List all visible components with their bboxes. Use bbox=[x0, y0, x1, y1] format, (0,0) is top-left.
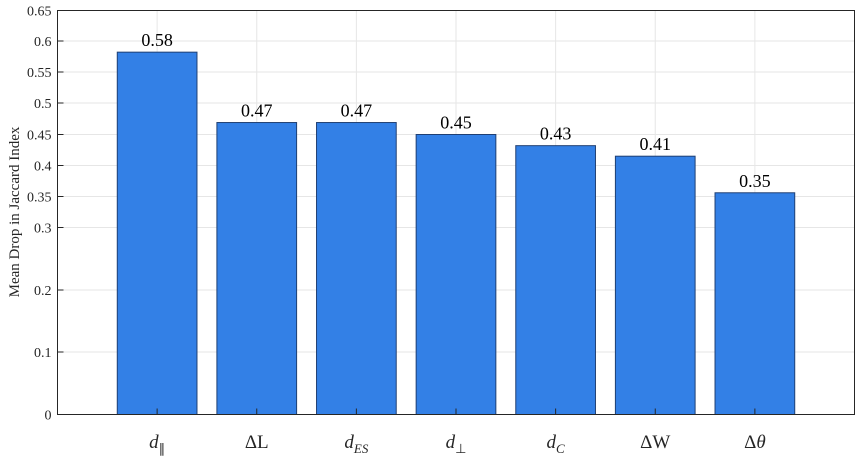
data-label: 0.47 bbox=[241, 101, 273, 121]
x-tick-label: ΔW bbox=[640, 432, 670, 453]
y-tick-label: 0.1 bbox=[34, 346, 52, 361]
bar bbox=[116, 51, 198, 415]
x-tick-label: ΔL bbox=[245, 432, 269, 453]
x-tick-label: dC bbox=[547, 432, 566, 456]
bar bbox=[415, 134, 497, 415]
y-tick-label: 0.6 bbox=[34, 35, 52, 50]
data-label: 0.41 bbox=[640, 134, 672, 154]
data-labels: 0.58 0.47 0.47 0.45 0.43 0.41 0.35 bbox=[141, 30, 770, 191]
bar bbox=[714, 192, 796, 415]
bar bbox=[515, 145, 596, 415]
data-label: 0.47 bbox=[341, 101, 373, 121]
y-tick-labels: 0 0.1 0.2 0.3 0.35 0.4 0.45 0.5 0.55 0.6 0.65 bbox=[27, 5, 64, 424]
data-label: 0.58 bbox=[141, 30, 173, 50]
data-label: 0.43 bbox=[540, 124, 572, 144]
x-tick-label: Δθ bbox=[744, 432, 766, 453]
bar bbox=[316, 122, 397, 415]
x-tick-labels: d∥ ΔL dES d⊥ dC ΔW Δθ bbox=[149, 408, 766, 456]
y-axis-label: Mean Drop in Jaccard Index bbox=[7, 126, 23, 297]
data-label: 0.35 bbox=[739, 171, 771, 191]
y-tick-label: 0.35 bbox=[27, 191, 52, 206]
y-tick-label: 0.55 bbox=[27, 66, 52, 81]
y-tick-label: 0 bbox=[45, 409, 52, 424]
data-label: 0.45 bbox=[440, 113, 472, 133]
x-tick-label: dES bbox=[344, 432, 368, 456]
x-tick-label: d⊥ bbox=[446, 432, 467, 456]
y-tick-label: 0.3 bbox=[34, 222, 52, 237]
y-tick-label: 0.4 bbox=[34, 160, 52, 175]
y-tick-label: 0.2 bbox=[34, 284, 52, 299]
bar bbox=[216, 122, 298, 415]
y-tick-label: 0.5 bbox=[34, 97, 52, 112]
bars bbox=[116, 51, 796, 415]
y-tick-label: 0.65 bbox=[27, 5, 52, 20]
bar bbox=[614, 155, 696, 415]
x-tick-label: d∥ bbox=[149, 432, 165, 456]
y-tick-label: 0.45 bbox=[27, 129, 52, 144]
